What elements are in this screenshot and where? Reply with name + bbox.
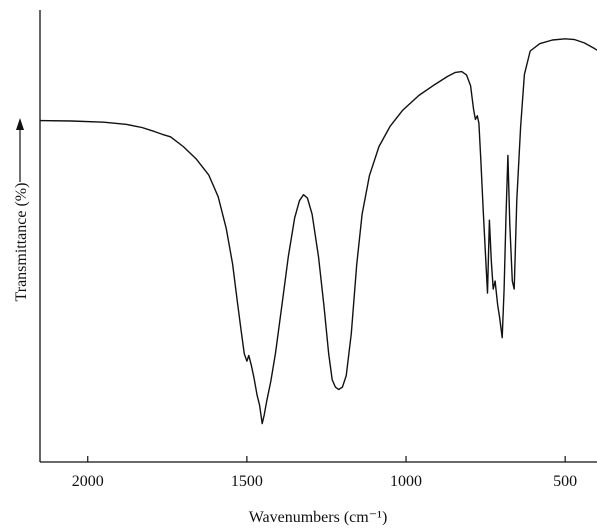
axes bbox=[39, 10, 597, 463]
y-axis-arrow-head bbox=[16, 118, 24, 130]
x-tick-label: 2000 bbox=[72, 473, 104, 490]
x-tick-label: 500 bbox=[553, 473, 577, 490]
x-axis-title: Wavenumbers (cm⁻¹) bbox=[249, 509, 388, 526]
spectrum-line bbox=[39, 38, 597, 425]
y-axis-title: Transmittance (%) bbox=[13, 183, 30, 302]
series-layer bbox=[39, 38, 597, 425]
x-tick-label: 1000 bbox=[390, 473, 422, 490]
y-axis-title-group: Transmittance (%) bbox=[13, 118, 30, 301]
x-tick-label: 1500 bbox=[231, 473, 263, 490]
x-ticks: 2000 1500 1000 500 bbox=[72, 456, 577, 490]
